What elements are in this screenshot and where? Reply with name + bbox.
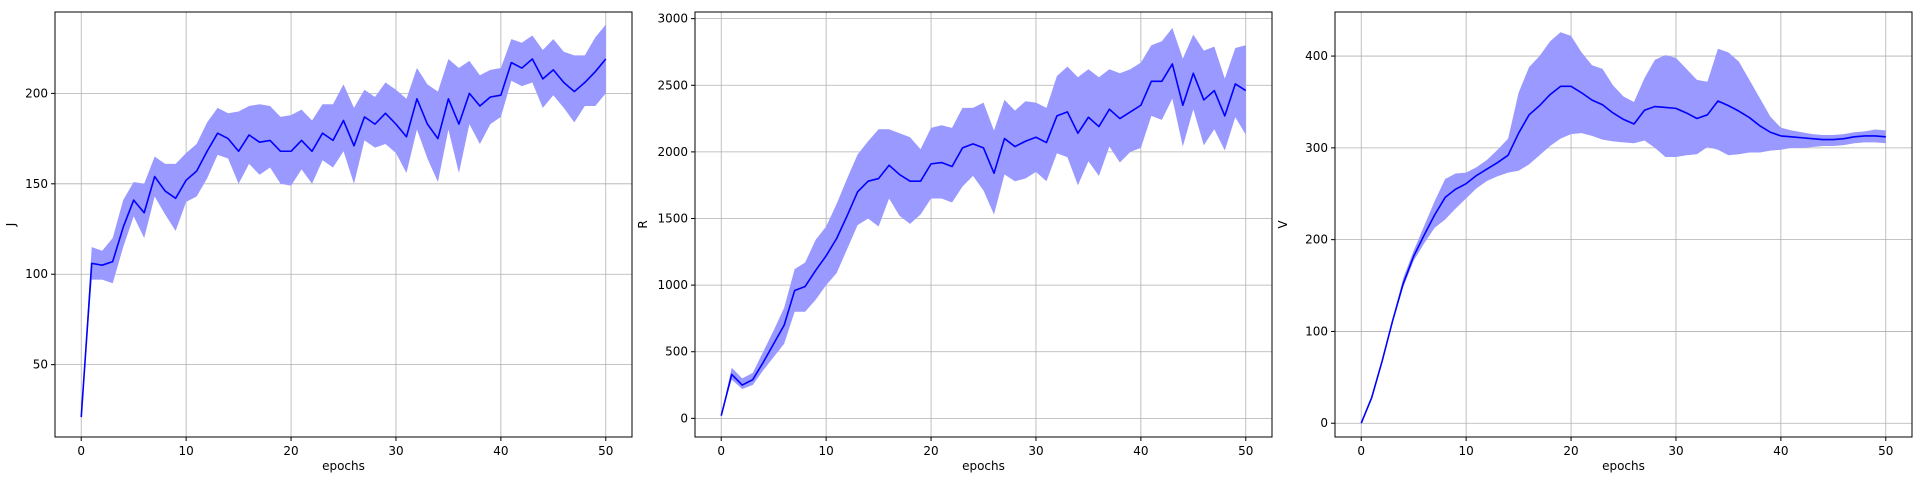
confidence-band	[721, 27, 1246, 416]
y-tick-label: 1000	[657, 278, 688, 292]
x-tick-label: 30	[388, 444, 403, 458]
axes-frame	[1334, 11, 1913, 438]
x-tick-label: 50	[598, 444, 613, 458]
y-tick-label: 100	[1305, 324, 1328, 338]
x-tick-label: 0	[717, 444, 725, 458]
confidence-band	[1361, 32, 1886, 424]
x-tick-label: 50	[1878, 444, 1893, 458]
chart-panel-3: 0 10 20 30 40 50 0 100 200 300 400 epochs V	[1276, 11, 1913, 473]
x-tick-label: 30	[1668, 444, 1683, 458]
y-tick-label: 300	[1305, 141, 1328, 155]
mean-line	[1360, 85, 1886, 424]
y-tick-label: 500	[665, 345, 688, 359]
x-tick-label: 20	[923, 444, 938, 458]
axes-frame	[54, 11, 633, 438]
y-axis-label: R	[636, 220, 650, 228]
x-tick-label: 20	[1563, 444, 1578, 458]
y-tick-label: 400	[1305, 49, 1328, 63]
x-tick-label: 10	[818, 444, 833, 458]
x-tick-label: 10	[1458, 444, 1473, 458]
x-axis-label: epochs	[962, 459, 1005, 473]
y-tick-label: 200	[25, 86, 48, 100]
chart-panel-2: 0 10 20 30 40 50050010001500200025003000epoch…	[636, 11, 1273, 473]
x-tick-label: 20	[283, 444, 298, 458]
y-tick-label: 50	[33, 358, 48, 372]
y-tick-label: 100	[25, 267, 48, 281]
x-tick-label: 50	[1238, 444, 1253, 458]
x-tick-label: 0	[77, 444, 85, 458]
mean-line	[720, 63, 1247, 416]
x-tick-label: 10	[178, 444, 193, 458]
y-tick-label: 0	[1320, 416, 1328, 430]
y-tick-label: 200	[1305, 233, 1328, 247]
y-tick-label: 150	[25, 177, 48, 191]
y-tick-label: 3000	[657, 12, 688, 26]
y-tick-label: 0	[680, 411, 688, 425]
mean-line	[80, 58, 607, 418]
y-axis-label: J	[4, 223, 18, 228]
x-tick-label: 30	[1028, 444, 1043, 458]
y-tick-label: 1500	[657, 212, 688, 226]
chart-panel-1: 0 10 20 30 40 50 50 100 150 200 epochs J	[4, 11, 633, 473]
y-tick-label: 2000	[657, 145, 688, 159]
x-axis-label: epochs	[322, 459, 365, 473]
axes-frame	[694, 11, 1273, 438]
x-tick-label: 40	[1133, 444, 1148, 458]
y-axis-label: V	[1276, 220, 1290, 229]
x-tick-label: 0	[1357, 444, 1365, 458]
confidence-band	[81, 24, 606, 418]
x-tick-label: 40	[1773, 444, 1788, 458]
y-tick-label: 2500	[657, 78, 688, 92]
x-axis-label: epochs	[1602, 459, 1645, 473]
x-tick-label: 40	[493, 444, 508, 458]
